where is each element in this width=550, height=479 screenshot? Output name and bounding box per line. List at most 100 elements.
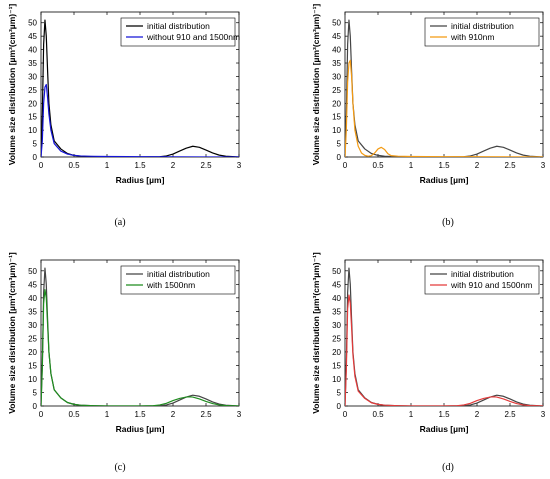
x-tick-label: 3 (237, 161, 242, 170)
x-tick-label: 2 (171, 410, 176, 419)
x-tick-label: 1 (105, 410, 110, 419)
y-tick-label: 35 (332, 59, 341, 68)
y-tick-label: 50 (332, 267, 341, 276)
y-tick-label: 35 (332, 307, 341, 316)
chart-panel-1: 0 0.5 1 1.5 2 2.5 305101520253035404550Radius … (7, 4, 242, 228)
x-tick-label: 0.5 (68, 161, 80, 170)
y-axis-title: Volume size distribution [µm³(cm³µm)⁻¹] (311, 252, 321, 414)
y-axis-title: Volume size distribution [µm³(cm³µm)⁻¹] (311, 4, 321, 166)
y-tick-label: 45 (28, 32, 37, 41)
x-axis-title: Radius [µm] (420, 175, 469, 185)
x-tick-label: 1.5 (134, 410, 146, 419)
legend-label: with 910 and 1500nm (450, 280, 532, 290)
legend-label: initial distribution (147, 21, 210, 31)
x-tick-label: 1 (409, 410, 414, 419)
series-line-2 (345, 294, 543, 406)
y-tick-label: 25 (332, 334, 341, 343)
y-tick-label: 5 (337, 388, 342, 397)
x-tick-label: 0 (343, 161, 348, 170)
x-tick-label: 2 (475, 410, 480, 419)
x-tick-label: 1.5 (438, 161, 450, 170)
panel-caption: (a) (114, 217, 125, 228)
y-tick-label: 25 (332, 86, 341, 95)
legend-label: with 1500nm (146, 280, 195, 290)
y-tick-label: 15 (28, 361, 37, 370)
y-tick-label: 40 (332, 46, 341, 55)
y-tick-label: 45 (28, 280, 37, 289)
legend-box (120, 17, 236, 47)
y-axis-title: Volume size distribution [µm³(cm³µm)⁻¹] (7, 252, 17, 414)
x-axis-title: Radius [µm] (420, 424, 469, 434)
x-tick-label: 0.5 (68, 410, 80, 419)
x-tick-label: 1 (105, 161, 110, 170)
y-tick-label: 15 (28, 113, 37, 122)
x-tick-label: 1.5 (438, 410, 450, 419)
x-tick-label: 0.5 (372, 161, 384, 170)
y-tick-label: 20 (28, 348, 37, 357)
x-tick-label: 3 (541, 410, 546, 419)
legend-label: with 910nm (450, 32, 494, 42)
panel-caption: (b) (442, 217, 454, 228)
x-axis-title: Radius [µm] (116, 424, 165, 434)
y-tick-label: 15 (332, 113, 341, 122)
x-tick-label: 0.5 (372, 410, 384, 419)
y-tick-label: 10 (332, 126, 341, 135)
x-tick-label: 3 (541, 161, 546, 170)
y-tick-label: 25 (28, 334, 37, 343)
y-tick-label: 15 (332, 361, 341, 370)
legend-box (424, 265, 540, 295)
panel-caption: (d) (442, 462, 454, 473)
series-line-2 (41, 289, 239, 406)
x-tick-label: 0 (39, 410, 44, 419)
y-tick-label: 35 (28, 59, 37, 68)
legend-label: initial distribution (147, 269, 210, 279)
x-tick-label: 2.5 (200, 410, 212, 419)
x-tick-label: 2.5 (504, 161, 516, 170)
chart-panel-3: 0 0.5 1 1.5 2 2.5 305101520253035404550Radius … (7, 252, 242, 473)
x-tick-label: 0 (343, 410, 348, 419)
y-tick-label: 40 (28, 294, 37, 303)
y-tick-label: 0 (33, 153, 38, 162)
legend-label: initial distribution (451, 21, 514, 31)
y-tick-label: 50 (332, 19, 341, 28)
y-tick-label: 30 (332, 72, 341, 81)
y-tick-label: 50 (28, 267, 37, 276)
x-axis-title: Radius [µm] (116, 175, 165, 185)
y-tick-label: 10 (332, 375, 341, 384)
x-tick-label: 0 (39, 161, 44, 170)
legend-box (424, 17, 540, 47)
y-tick-label: 45 (332, 280, 341, 289)
chart-panel-2: 0 0.5 1 1.5 2 2.5 305101520253035404550Radius … (311, 4, 546, 228)
y-tick-label: 5 (33, 388, 38, 397)
x-tick-label: 2.5 (200, 161, 212, 170)
chart-panel-4: 0 0.5 1 1.5 2 2.5 305101520253035404550Radius … (311, 252, 546, 473)
series-line-2 (41, 83, 239, 157)
y-tick-label: 0 (337, 402, 342, 411)
y-tick-label: 30 (332, 321, 341, 330)
y-tick-label: 45 (332, 32, 341, 41)
y-tick-label: 35 (28, 307, 37, 316)
panel-caption: (c) (114, 462, 125, 473)
series-line-2 (345, 59, 543, 157)
y-tick-label: 50 (28, 19, 37, 28)
y-tick-label: 25 (28, 86, 37, 95)
y-tick-label: 20 (28, 99, 37, 108)
y-tick-label: 10 (28, 126, 37, 135)
y-axis-title: Volume size distribution [µm³(cm³µm)⁻¹] (7, 4, 17, 166)
x-tick-label: 2 (475, 161, 480, 170)
y-tick-label: 40 (332, 294, 341, 303)
x-tick-label: 3 (237, 410, 242, 419)
y-tick-label: 30 (28, 321, 37, 330)
x-tick-label: 1 (409, 161, 414, 170)
y-tick-label: 5 (33, 140, 38, 149)
y-tick-label: 30 (28, 72, 37, 81)
y-tick-label: 20 (332, 348, 341, 357)
x-tick-label: 2.5 (504, 410, 516, 419)
legend-box (120, 265, 236, 295)
y-tick-label: 40 (28, 46, 37, 55)
y-tick-label: 0 (33, 402, 38, 411)
